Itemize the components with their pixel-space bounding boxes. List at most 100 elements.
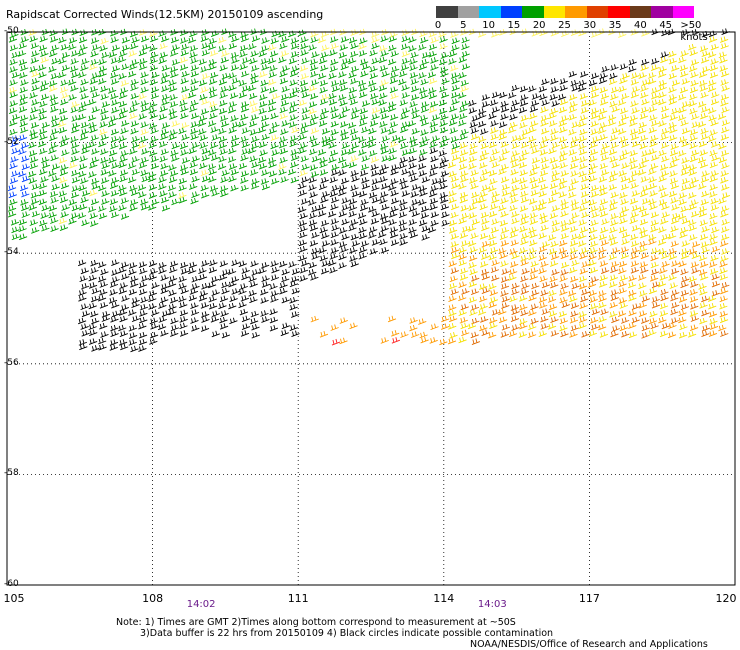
wind-barb bbox=[720, 240, 729, 247]
wind-barb bbox=[291, 65, 300, 73]
wind-barb bbox=[630, 260, 640, 268]
wind-barb bbox=[658, 226, 667, 234]
wind-barb bbox=[407, 120, 417, 127]
wind-barb bbox=[330, 106, 339, 113]
wind-barb bbox=[509, 191, 518, 198]
wind-barb bbox=[368, 206, 377, 213]
wind-barb bbox=[209, 50, 219, 57]
wind-barb bbox=[639, 142, 648, 150]
wind-barb bbox=[280, 176, 289, 183]
wind-barb bbox=[550, 281, 559, 289]
wind-barb bbox=[397, 135, 407, 143]
wind-barb bbox=[670, 268, 680, 275]
wind-barb bbox=[489, 322, 498, 329]
wind-barb bbox=[261, 262, 270, 269]
wind-barb bbox=[391, 197, 400, 205]
wind-barb bbox=[279, 106, 288, 114]
wind-barb bbox=[31, 183, 40, 191]
wind-barb bbox=[231, 259, 240, 267]
wind-barb bbox=[360, 70, 369, 78]
wind-barb bbox=[208, 78, 218, 85]
wind-barb bbox=[130, 42, 139, 50]
wind-barb bbox=[580, 183, 589, 191]
wind-barb bbox=[451, 77, 460, 85]
wind-barb bbox=[418, 72, 427, 79]
wind-barb bbox=[279, 157, 288, 164]
wind-barb bbox=[621, 238, 630, 245]
wind-barb bbox=[88, 171, 97, 178]
wind-barb bbox=[411, 184, 420, 191]
wind-barb bbox=[138, 191, 147, 198]
wind-barb bbox=[629, 128, 639, 136]
wind-barb bbox=[58, 57, 67, 65]
wind-barb bbox=[289, 303, 298, 311]
wind-barb bbox=[410, 94, 420, 101]
wind-barb bbox=[660, 164, 669, 171]
wind-barb bbox=[719, 273, 729, 281]
wind-barb bbox=[530, 120, 539, 128]
wind-barb bbox=[690, 210, 700, 218]
wind-barb bbox=[371, 98, 380, 106]
wind-barb bbox=[201, 42, 210, 50]
wind-barb bbox=[571, 155, 580, 163]
wind-barb bbox=[60, 79, 69, 87]
wind-barb bbox=[20, 64, 29, 72]
wind-barb bbox=[17, 50, 27, 57]
wind-barb bbox=[619, 192, 628, 199]
wind-barb bbox=[71, 122, 81, 129]
wind-barb bbox=[560, 252, 569, 260]
wind-barb bbox=[568, 114, 577, 121]
wind-barb bbox=[208, 86, 218, 94]
wind-barb bbox=[657, 239, 667, 246]
wind-barb bbox=[548, 248, 558, 255]
wind-barb bbox=[610, 219, 619, 227]
wind-barb bbox=[149, 149, 158, 157]
wind-barb bbox=[291, 287, 300, 295]
wind-barb bbox=[579, 302, 588, 309]
wind-barb bbox=[419, 190, 428, 197]
wind-barb bbox=[580, 295, 589, 303]
wind-barb bbox=[689, 128, 699, 136]
wind-barb bbox=[99, 128, 108, 136]
wind-barb bbox=[549, 156, 558, 164]
wind-barb bbox=[179, 316, 188, 323]
wind-barb bbox=[549, 212, 559, 220]
wind-barb bbox=[500, 290, 509, 297]
wind-barb bbox=[260, 297, 269, 304]
wind-barb bbox=[298, 220, 307, 227]
wind-barb bbox=[198, 273, 208, 281]
wind-barb bbox=[50, 106, 59, 113]
wind-barb bbox=[231, 77, 241, 85]
wind-barb bbox=[500, 240, 509, 247]
wind-barb bbox=[538, 267, 547, 275]
wind-barb bbox=[631, 303, 641, 310]
wind-barb bbox=[178, 196, 188, 204]
wind-barb bbox=[131, 141, 140, 149]
wind-barb bbox=[219, 100, 228, 107]
wind-barb bbox=[420, 205, 430, 213]
wind-barb bbox=[498, 155, 507, 162]
wind-barb bbox=[440, 170, 450, 178]
wind-barb bbox=[511, 84, 520, 92]
wind-barb bbox=[149, 64, 158, 72]
wind-barb bbox=[179, 309, 189, 317]
wind-barb bbox=[119, 50, 128, 58]
wind-barb bbox=[330, 218, 339, 225]
wind-barb bbox=[500, 227, 510, 234]
wind-barb bbox=[218, 142, 228, 149]
wind-barb bbox=[188, 147, 197, 155]
wind-barb bbox=[680, 70, 689, 78]
wind-barb bbox=[50, 99, 59, 107]
wind-barb bbox=[597, 253, 607, 260]
wind-barb bbox=[638, 302, 647, 309]
wind-barb bbox=[701, 330, 710, 337]
wind-barb bbox=[439, 126, 449, 134]
wind-barb bbox=[599, 99, 609, 106]
wind-barb bbox=[618, 267, 627, 275]
wind-barb bbox=[110, 57, 120, 64]
wind-barb bbox=[447, 161, 457, 169]
wind-barb bbox=[231, 288, 240, 295]
wind-barb bbox=[429, 141, 438, 149]
wind-barb bbox=[228, 127, 237, 134]
wind-barb bbox=[199, 134, 208, 142]
